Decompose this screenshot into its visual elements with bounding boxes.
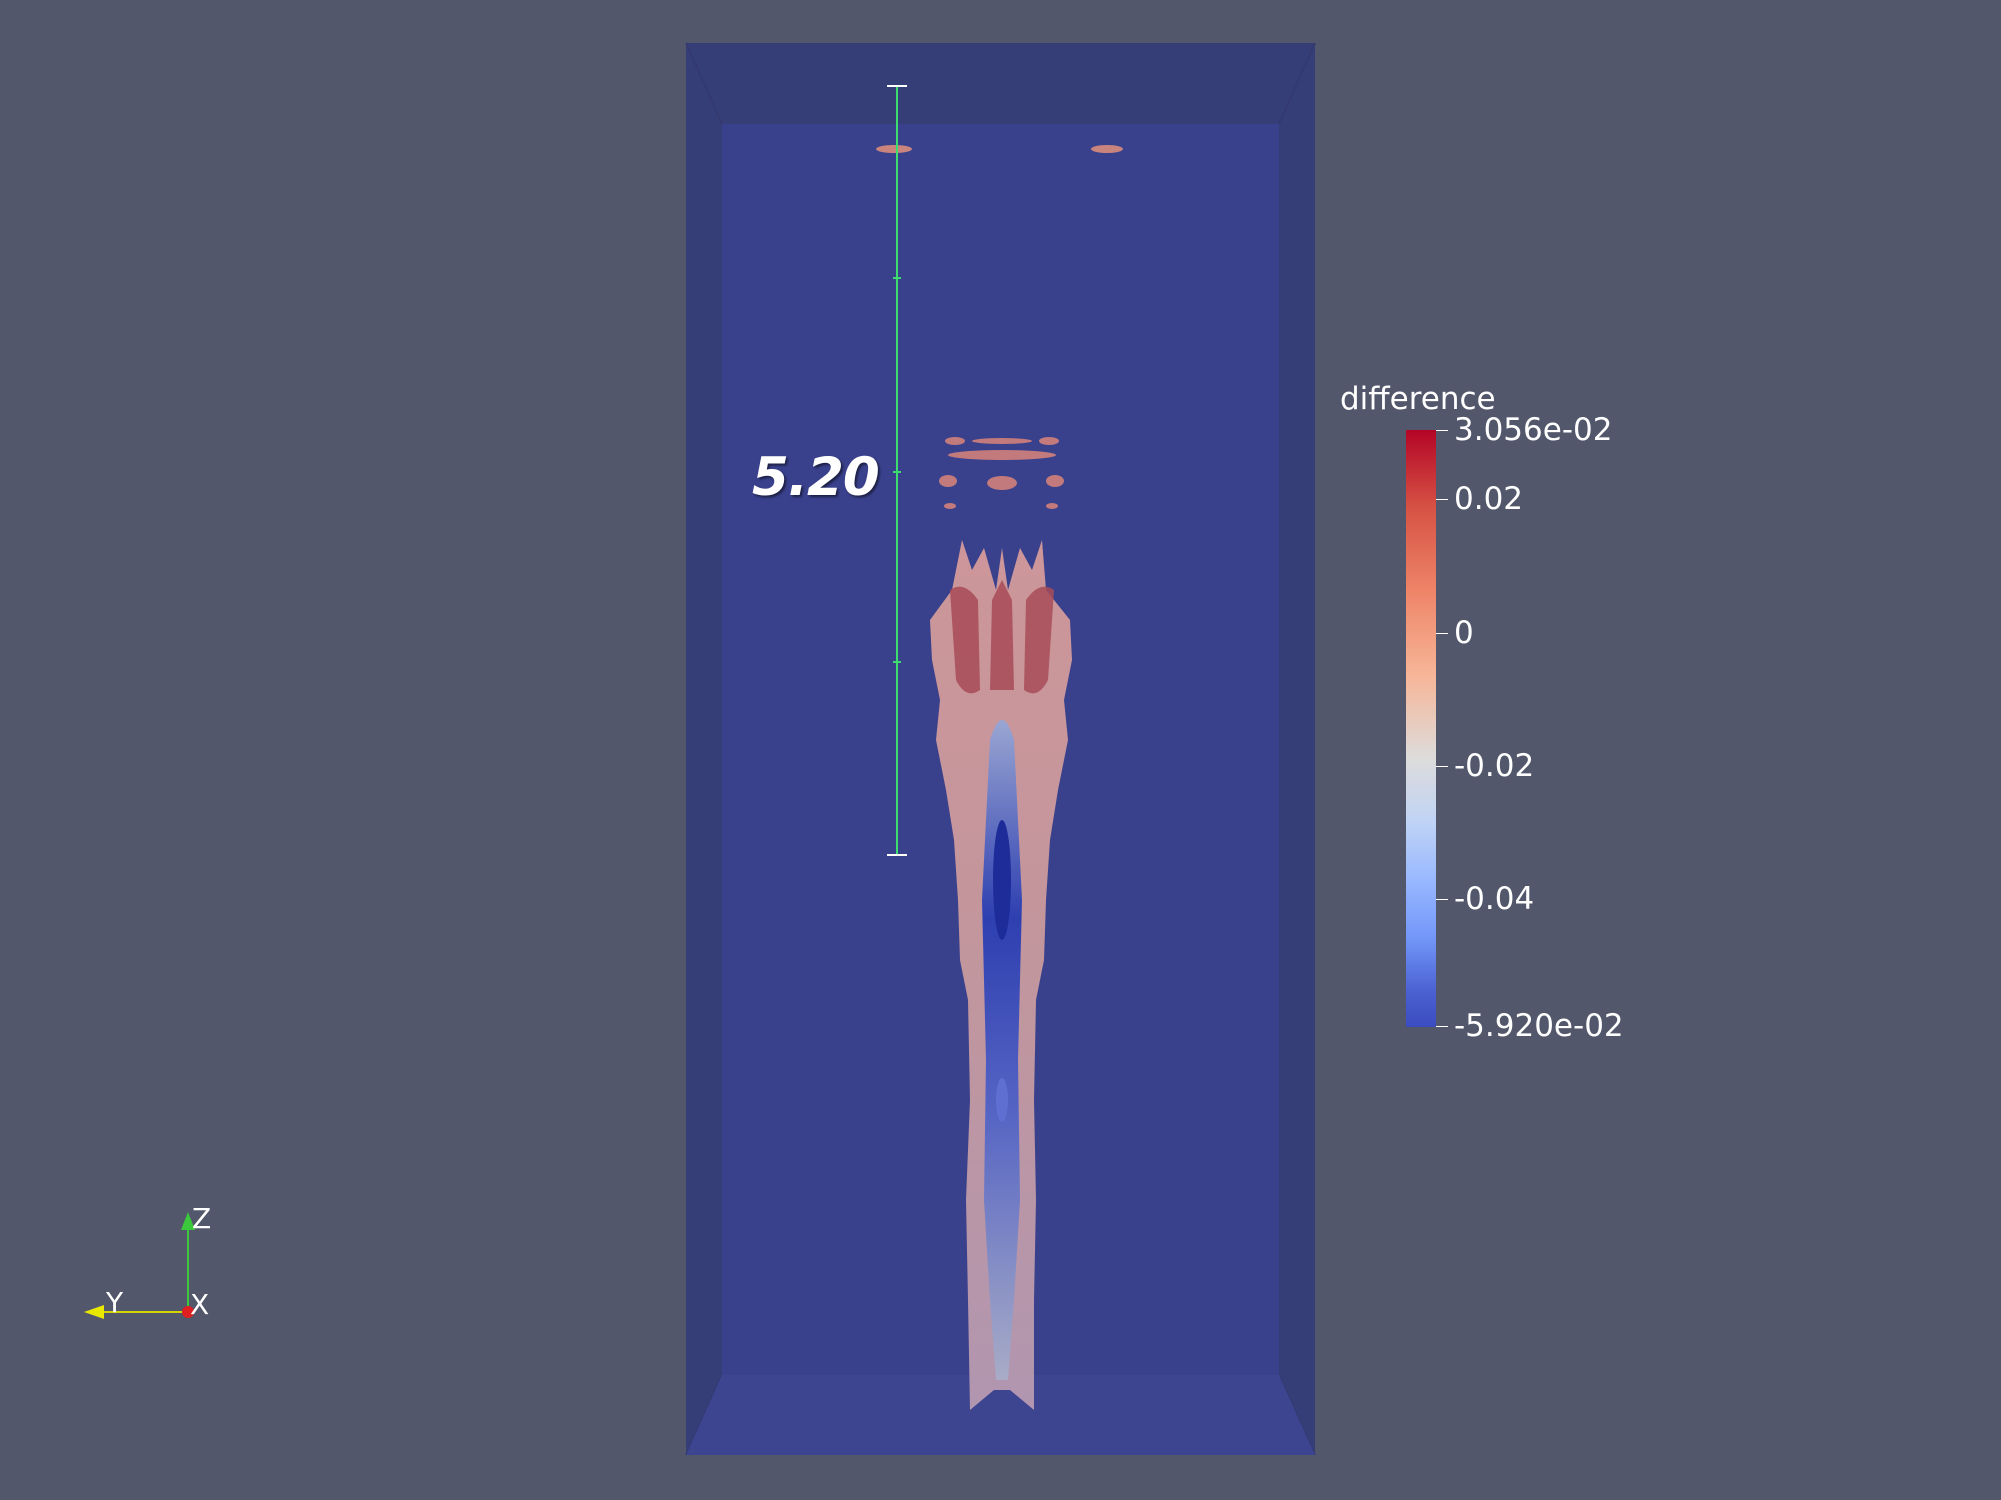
colorbar-label: -0.04 xyxy=(1454,881,1535,917)
colorbar-label: 0 xyxy=(1454,615,1474,651)
isosurface-blob xyxy=(1091,145,1123,153)
colorbar-min-label: -5.920e-02 xyxy=(1454,1008,1624,1044)
colorbar-tick xyxy=(1436,899,1448,900)
colorbar-label: 0.02 xyxy=(1454,481,1524,517)
axis-z-label: Z xyxy=(192,1202,212,1235)
core-spot xyxy=(996,1078,1008,1122)
colorbar-tick xyxy=(1436,633,1448,634)
isosurface-core xyxy=(982,720,1022,1380)
colorbar-tick xyxy=(1436,499,1448,500)
isosurface-blob xyxy=(876,145,912,153)
ruler-widget[interactable] xyxy=(887,85,907,856)
colorbar-tick xyxy=(1436,766,1448,767)
axis-y-label: Y xyxy=(106,1286,124,1319)
box-edge xyxy=(1278,42,1316,125)
colorbar-tick xyxy=(1436,430,1448,431)
ruler-distance-label: 5.20 xyxy=(752,447,880,508)
colorbar-label: -0.02 xyxy=(1454,748,1535,784)
colorbar-title: difference xyxy=(1340,381,1496,417)
orientation-axes xyxy=(84,1212,195,1319)
colorbar-tick xyxy=(1436,1026,1448,1027)
box-floor xyxy=(686,1375,1315,1455)
isosurface-inner-red xyxy=(950,580,1054,694)
axis-x-label: X xyxy=(190,1288,210,1321)
core-dark xyxy=(993,820,1011,940)
colorbar[interactable] xyxy=(1406,430,1436,1027)
box-edge xyxy=(685,42,723,125)
isosurface-cluster xyxy=(939,437,1064,509)
colorbar-max-label: 3.056e-02 xyxy=(1454,412,1613,448)
